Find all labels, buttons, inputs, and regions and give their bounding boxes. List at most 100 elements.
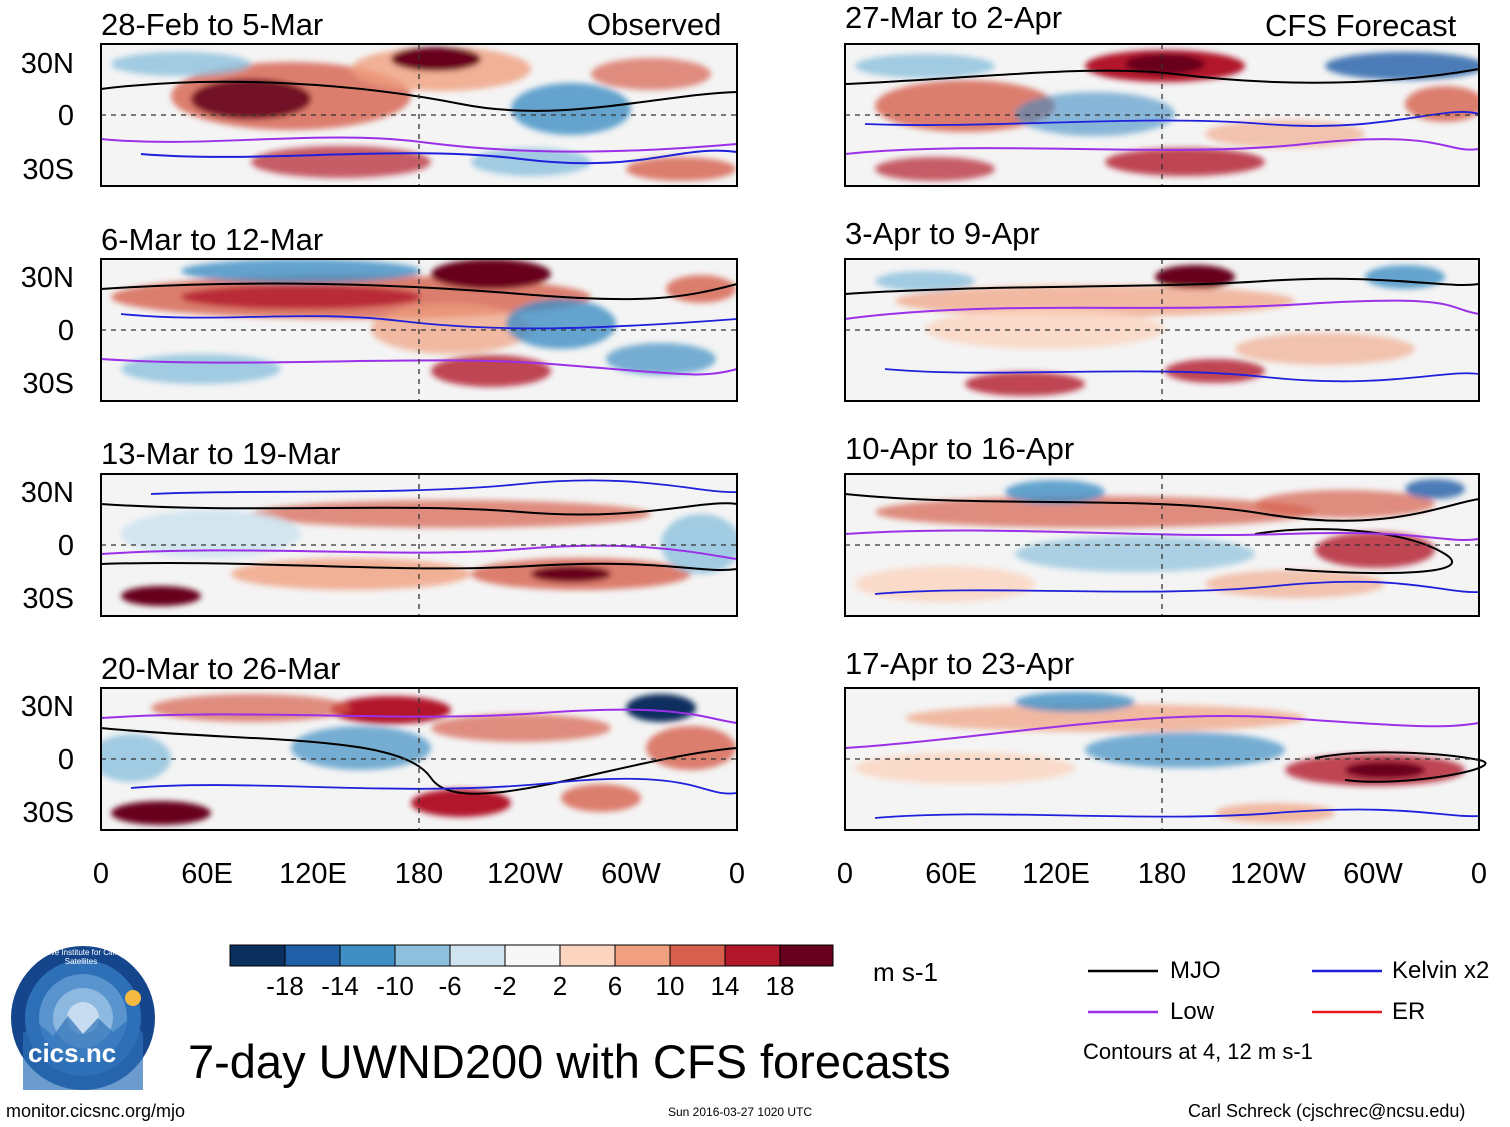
- wind-anomaly: [181, 259, 421, 283]
- colorbar-tick: 2: [552, 971, 568, 1001]
- wind-anomaly: [1325, 52, 1479, 80]
- wind-anomaly: [855, 566, 1035, 602]
- forecast-panel-4: [844, 687, 1487, 831]
- colorbar-swatch: [284, 944, 341, 967]
- wind-anomaly: [121, 354, 281, 384]
- x-label: 120W: [487, 858, 563, 890]
- logo-text: cics.nc: [28, 1038, 117, 1068]
- wind-anomaly: [666, 275, 736, 303]
- wind-anomaly: [1015, 92, 1175, 136]
- x-label: 0: [1470, 858, 1488, 890]
- colorbar-swatch: [339, 944, 396, 967]
- wind-anomaly: [411, 789, 511, 817]
- colorbar-tick: -18: [266, 971, 304, 1001]
- forecast-panel-4-title: 17-Apr to 23-Apr: [845, 646, 1075, 681]
- y-label-30s: 30S: [22, 583, 74, 615]
- observed-panel-4-title: 20-Mar to 26-Mar: [101, 651, 341, 686]
- wind-anomaly: [506, 299, 616, 349]
- wind-anomaly: [1125, 54, 1205, 74]
- wind-anomaly: [855, 752, 1075, 784]
- x-label: 120W: [1230, 858, 1306, 890]
- y-label-eq: 0: [57, 100, 74, 132]
- colorbar: [229, 944, 834, 967]
- wind-anomaly: [1315, 532, 1435, 568]
- figure-title: 7-day UWND200 with CFS forecasts: [188, 1035, 951, 1088]
- wind-anomaly: [1085, 732, 1285, 768]
- y-label-eq: 0: [57, 744, 74, 776]
- x-label: 120E: [1022, 858, 1090, 890]
- wind-anomaly: [371, 304, 531, 354]
- wind-anomaly: [591, 58, 711, 90]
- y-label-30n: 30N: [20, 262, 74, 294]
- observed-panel-2: [100, 258, 738, 402]
- wind-anomaly: [1005, 480, 1105, 504]
- colorbar-swatch: [559, 944, 616, 967]
- footer-url: monitor.cicsnc.org/mjo: [6, 1101, 186, 1121]
- wind-anomaly: [875, 271, 975, 291]
- y-label-30s: 30S: [22, 368, 74, 400]
- wind-anomaly: [1235, 333, 1415, 365]
- colorbar-swatch: [449, 944, 506, 967]
- legend-label-er: ER: [1392, 998, 1426, 1025]
- wind-anomaly: [101, 734, 171, 782]
- footer-author: Carl Schreck (cjschrec@ncsu.edu): [1188, 1101, 1466, 1121]
- x-label: 60E: [181, 858, 233, 890]
- wind-anomaly: [431, 714, 611, 742]
- wind-anomaly: [111, 801, 211, 825]
- wind-anomaly: [875, 80, 1055, 132]
- forecast-panel-1-title: 27-Mar to 2-Apr: [845, 0, 1063, 35]
- wind-anomaly: [431, 259, 551, 289]
- wind-anomaly: [1205, 120, 1365, 148]
- colorbar-tick: -6: [438, 971, 462, 1001]
- wind-anomaly: [925, 309, 1165, 349]
- wind-anomaly: [1365, 265, 1445, 289]
- observed-panel-1: [100, 43, 738, 187]
- colorbar-tick: -14: [321, 971, 359, 1001]
- wind-anomaly: [875, 496, 1315, 528]
- colorbar-tick: -10: [376, 971, 414, 1001]
- wind-anomaly: [251, 146, 431, 178]
- x-label: 180: [1137, 858, 1187, 890]
- wind-anomaly: [151, 694, 351, 722]
- footer-timestamp: Sun 2016-03-27 1020 UTC: [668, 1105, 813, 1119]
- colorbar-tick: 10: [655, 971, 685, 1001]
- wind-anomaly: [626, 157, 736, 181]
- y-label-30s: 30S: [22, 797, 74, 829]
- forecast-panel-1: [844, 43, 1480, 187]
- observed-panel-4: [100, 687, 738, 831]
- colorbar-swatch: [229, 944, 286, 967]
- wind-anomaly: [1015, 536, 1255, 572]
- wind-anomaly: [1255, 490, 1435, 518]
- wind-anomaly: [855, 54, 995, 78]
- x-label: 120E: [279, 858, 347, 890]
- wind-anomaly: [905, 704, 1305, 732]
- wind-anomaly: [181, 285, 421, 309]
- y-label-eq: 0: [57, 315, 74, 347]
- legend-lines: [1088, 969, 1382, 1014]
- observed-label: Observed: [587, 7, 722, 42]
- logo-ring-text: Cooperative Institute for Climate and Sa…: [16, 948, 146, 966]
- x-label: 60W: [1343, 858, 1403, 890]
- colorbar-tick: 6: [607, 971, 623, 1001]
- wind-anomaly: [391, 47, 481, 71]
- observed-panel-3: [100, 473, 738, 617]
- y-label-30n: 30N: [20, 48, 74, 80]
- legend-label-kelvin: Kelvin x2: [1392, 957, 1490, 984]
- wind-anomaly: [1165, 359, 1265, 383]
- colorbar-swatch: [394, 944, 451, 967]
- forecast-panel-3-title: 10-Apr to 16-Apr: [845, 431, 1075, 466]
- wind-anomaly: [231, 558, 471, 590]
- wind-anomaly: [626, 694, 696, 722]
- wind-anomaly: [531, 566, 611, 582]
- colorbar-swatch: [779, 944, 834, 967]
- x-label: 0: [728, 858, 746, 890]
- wind-anomaly: [1345, 762, 1425, 778]
- wind-anomaly: [646, 726, 736, 770]
- colorbar-tick: 18: [765, 971, 795, 1001]
- colorbar-swatch: [504, 944, 561, 967]
- y-label-30n: 30N: [20, 691, 74, 723]
- wind-anomaly: [661, 514, 737, 574]
- wind-anomaly: [471, 148, 591, 176]
